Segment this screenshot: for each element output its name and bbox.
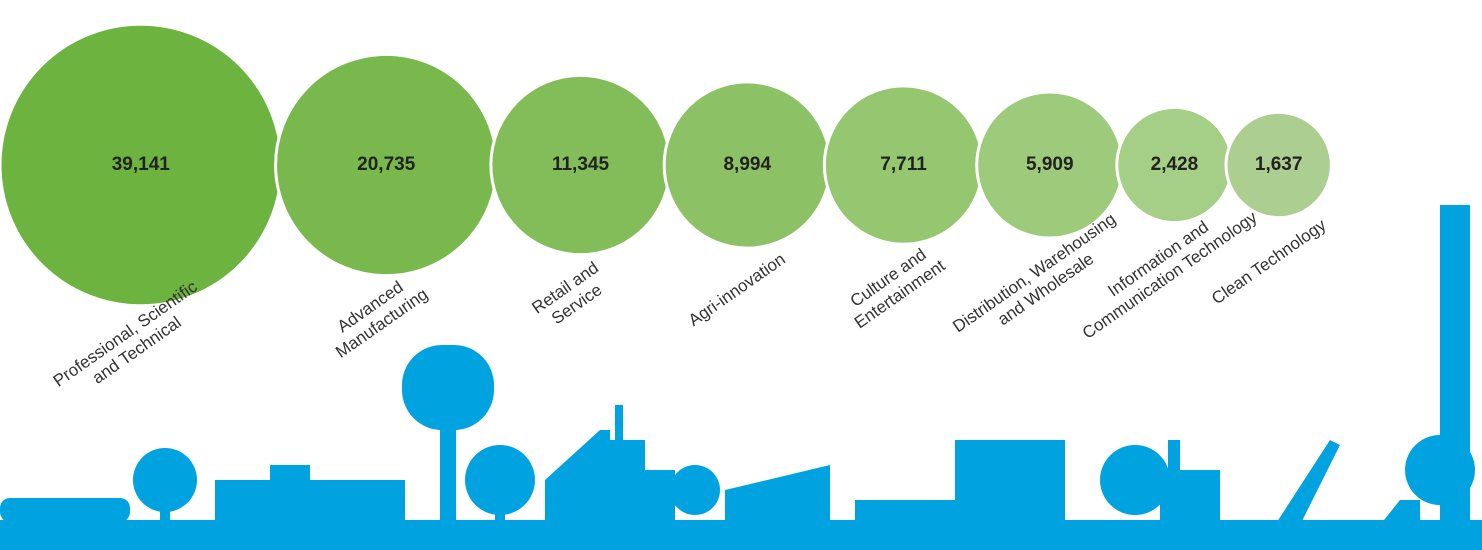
page: 39,141 20,735 11,345 8,994 7,711 5,909 2,428 1,… [0, 0, 1482, 550]
value-label: 5,909 [1026, 154, 1074, 175]
value-label: 39,141 [112, 154, 171, 175]
value-label: 7,711 [880, 154, 927, 175]
value-label: 11,345 [552, 154, 609, 175]
value-label: 2,428 [1151, 154, 1199, 175]
value-label: 1,637 [1255, 154, 1303, 175]
value-label: 8,994 [723, 154, 771, 175]
value-label: 20,735 [357, 154, 416, 175]
